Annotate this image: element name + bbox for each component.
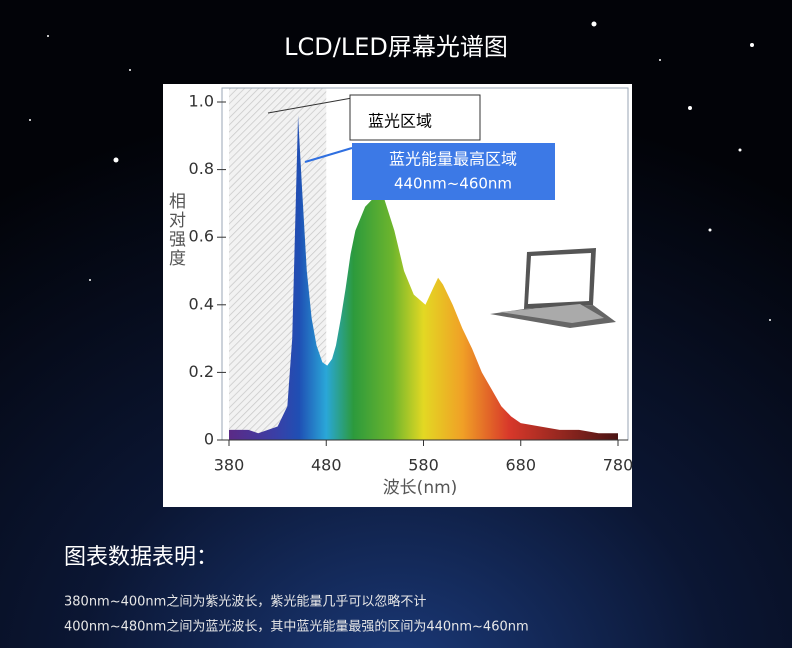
page-title: LCD/LED屏幕光谱图 <box>284 33 508 61</box>
notes-heading: 图表数据表明： <box>64 545 218 570</box>
note-line: 400nm~480nm之间为蓝光波长，其中蓝光能量最强的区间为440nm~460… <box>64 619 529 635</box>
y-tick-label: 0.6 <box>189 227 214 246</box>
y-tick-label: 0 <box>204 430 214 449</box>
x-axis-label: 波长(nm) <box>383 478 458 498</box>
laptop-icon <box>490 248 616 328</box>
x-tick-label: 580 <box>408 456 439 475</box>
y-tick-label: 0.8 <box>189 159 214 178</box>
y-tick-label: 0.4 <box>189 294 214 313</box>
x-tick-label: 680 <box>505 456 536 475</box>
callout-line <box>267 97 353 114</box>
annotation: 440nm~460nm <box>394 175 512 193</box>
spectrum-area <box>229 115 618 441</box>
x-tick-label: 380 <box>214 456 245 475</box>
note-line: 380nm~400nm之间为紫光波长，紫光能量几乎可以忽略不计 <box>64 594 426 610</box>
x-tick-label: 480 <box>311 456 342 475</box>
x-tick-label: 780 <box>603 456 634 475</box>
annotation: 蓝光能量最高区域 <box>389 150 517 169</box>
callout-line <box>304 147 353 163</box>
plot: 0 0.2 0.4 0.6 0.8 1.0 380 480 580 680 780 波长(nm) 相对强… <box>165 87 634 498</box>
stars <box>29 21 771 321</box>
callout-box <box>349 94 481 141</box>
y-tick-label: 0.2 <box>189 362 214 381</box>
y-axis-label: 相对强度 <box>165 192 186 268</box>
y-tick-label: 1.0 <box>189 92 214 111</box>
annotation: 蓝光区域 <box>368 112 432 131</box>
callout-box <box>352 143 555 200</box>
